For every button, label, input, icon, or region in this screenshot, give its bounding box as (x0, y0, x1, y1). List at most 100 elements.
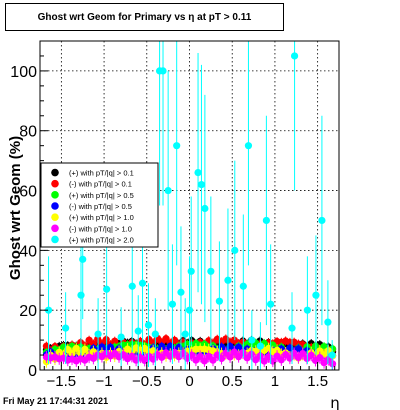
marker (267, 300, 275, 308)
data-point (164, 70, 172, 311)
data-points (42, 41, 337, 370)
data-point (62, 292, 70, 365)
marker (128, 282, 136, 290)
legend-label: (-) with pT/|q| > 0.5 (69, 202, 132, 211)
legend: (+) with pT/|q| > 0.1 (-) with pT/|q| > 0… (40, 162, 159, 248)
legend-marker (51, 179, 59, 188)
data-point (196, 350, 204, 363)
data-point (288, 292, 296, 365)
legend-label: (+) with pT/|q| > 0.5 (69, 191, 134, 200)
marker (106, 343, 115, 351)
marker (117, 333, 125, 341)
marker (201, 204, 209, 213)
marker (197, 180, 206, 189)
data-point (173, 41, 181, 266)
legend-box (40, 162, 159, 248)
data-point (194, 52, 202, 293)
data-point (81, 343, 89, 356)
marker (103, 285, 111, 293)
data-point (231, 160, 239, 341)
marker (256, 342, 265, 350)
data-point (316, 351, 324, 364)
data-point (226, 350, 234, 363)
marker (162, 335, 170, 343)
marker (239, 282, 247, 290)
x-axis-label: η (330, 394, 340, 410)
marker (185, 306, 194, 314)
data-point (209, 354, 217, 367)
data-point (151, 298, 159, 370)
data-point (200, 354, 209, 367)
data-point (144, 283, 153, 368)
marker (312, 291, 320, 299)
marker (159, 67, 167, 75)
data-point (158, 351, 166, 364)
marker (151, 330, 159, 338)
x-tick-label: 0.5 (222, 373, 243, 390)
marker (144, 321, 153, 329)
marker (173, 142, 181, 150)
marker (299, 349, 307, 358)
legend-marker (51, 191, 59, 199)
marker (164, 186, 172, 195)
data-point (168, 244, 177, 365)
marker (200, 357, 209, 365)
marker (303, 306, 311, 314)
data-point (277, 353, 285, 366)
data-point (207, 196, 215, 347)
chart-title: Ghost wrt Geom for Primary vs η at pT > … (5, 3, 284, 31)
data-point (262, 115, 270, 326)
marker (324, 318, 332, 326)
marker (328, 351, 336, 359)
marker (181, 330, 189, 338)
marker (209, 356, 217, 364)
marker (226, 353, 234, 361)
data-point (44, 256, 53, 365)
data-point (256, 322, 265, 370)
data-point (177, 226, 185, 359)
marker (207, 267, 215, 275)
marker (215, 297, 223, 305)
y-tick-label: 40 (19, 243, 37, 260)
y-axis-label: Ghost wrt Geom (%) (7, 136, 24, 280)
marker (307, 351, 315, 359)
x-tick-label: 1.5 (307, 373, 328, 390)
legend-label: (+) with pT/|q| > 2.0 (69, 235, 134, 244)
data-point (239, 214, 247, 359)
marker (318, 216, 326, 225)
data-point (244, 41, 253, 266)
data-point (72, 342, 80, 355)
legend-marker (51, 202, 59, 210)
marker (248, 336, 256, 344)
data-point (299, 347, 307, 360)
marker (230, 348, 238, 356)
marker (77, 291, 85, 299)
data-point (197, 64, 206, 305)
y-tick-label: 80 (19, 124, 37, 141)
data-point (324, 280, 332, 365)
axes: −1.5 −1 −0.5 0 0.5 1 1.5 0 20 40 60 80 100 (10, 55, 336, 390)
x-tick-label: 1 (271, 373, 279, 390)
data-point (307, 349, 315, 362)
marker (94, 330, 102, 338)
data-point (162, 334, 170, 344)
marker (158, 353, 166, 361)
marker (81, 345, 89, 354)
data-point (290, 41, 299, 191)
marker (62, 324, 70, 332)
marker (194, 169, 202, 177)
marker (187, 267, 195, 275)
data-point (134, 295, 142, 368)
x-tick-label: −1 (96, 373, 113, 390)
marker (72, 344, 80, 353)
data-point (224, 208, 232, 353)
marker (288, 324, 296, 332)
data-point (159, 41, 167, 206)
marker (44, 306, 53, 314)
y-tick-label: 20 (19, 303, 37, 320)
x-tick-label: −0.5 (132, 373, 162, 390)
data-point (117, 307, 125, 368)
marker (231, 246, 239, 254)
marker (290, 52, 299, 60)
